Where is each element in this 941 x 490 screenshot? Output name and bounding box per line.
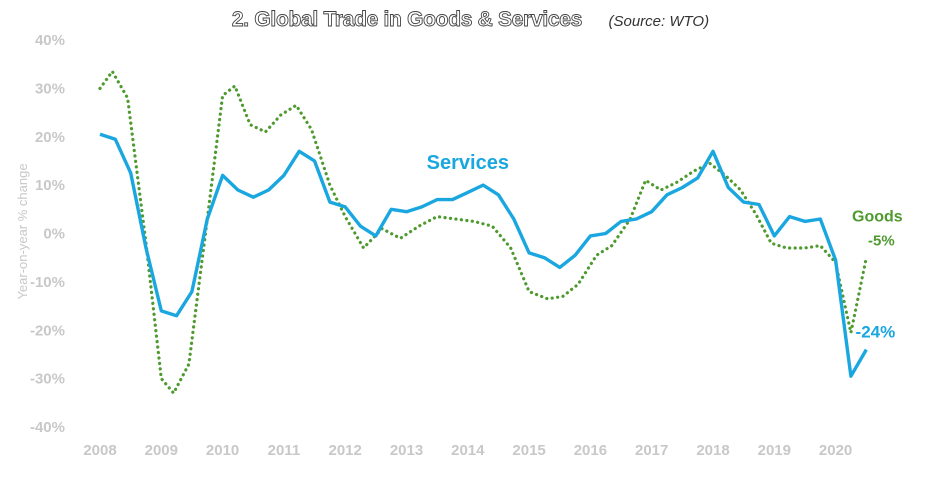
y-tick-label: 10% <box>35 177 65 194</box>
services-end-value-label: -24% <box>856 323 896 342</box>
x-tick-label: 2012 <box>329 442 362 459</box>
series-labels: Services Goods -5% -24% <box>427 152 903 341</box>
chart-title-row: 2. Global Trade in Goods & Services (Sou… <box>0 8 941 32</box>
x-tick-label: 2018 <box>696 442 729 459</box>
x-tick-label: 2010 <box>206 442 239 459</box>
y-tick-label: -20% <box>30 322 65 339</box>
y-tick-label: -30% <box>30 371 65 388</box>
y-axis-label: Year-on-year % change <box>15 163 30 299</box>
x-tick-label: 2016 <box>574 442 607 459</box>
y-tick-label: -10% <box>30 274 65 291</box>
x-tick-label: 2014 <box>451 442 485 459</box>
y-axis-ticks: 40% 30% 20% 10% 0% -10% -20% -30% -40% <box>30 32 65 436</box>
x-tick-label: 2013 <box>390 442 423 459</box>
y-tick-label: 20% <box>35 129 65 146</box>
goods-end-value-label: -5% <box>868 232 895 249</box>
series-line-goods <box>98 69 868 395</box>
y-tick-label: 30% <box>35 80 65 97</box>
y-tick-label: 40% <box>35 32 65 49</box>
x-tick-label: 2020 <box>819 442 852 459</box>
series-line-services <box>99 132 868 378</box>
series-group <box>98 69 868 395</box>
x-tick-label: 2017 <box>635 442 668 459</box>
services-series-label: Services <box>427 152 509 174</box>
y-tick-label: -40% <box>30 419 65 436</box>
x-tick-label: 2015 <box>512 442 545 459</box>
y-tick-label: 0% <box>43 226 65 243</box>
x-axis-ticks: 2008 2009 2010 2011 2012 2013 2014 2015 2016 2017… <box>83 442 852 459</box>
x-tick-label: 2009 <box>145 442 178 459</box>
goods-series-label: Goods <box>852 208 903 225</box>
x-tick-label: 2011 <box>268 442 301 459</box>
x-tick-label: 2008 <box>83 442 116 459</box>
x-tick-label: 2019 <box>758 442 791 459</box>
chart-title: 2. Global Trade in Goods & Services <box>231 8 583 32</box>
chart-subtitle: (Source: WTO) <box>608 13 710 30</box>
